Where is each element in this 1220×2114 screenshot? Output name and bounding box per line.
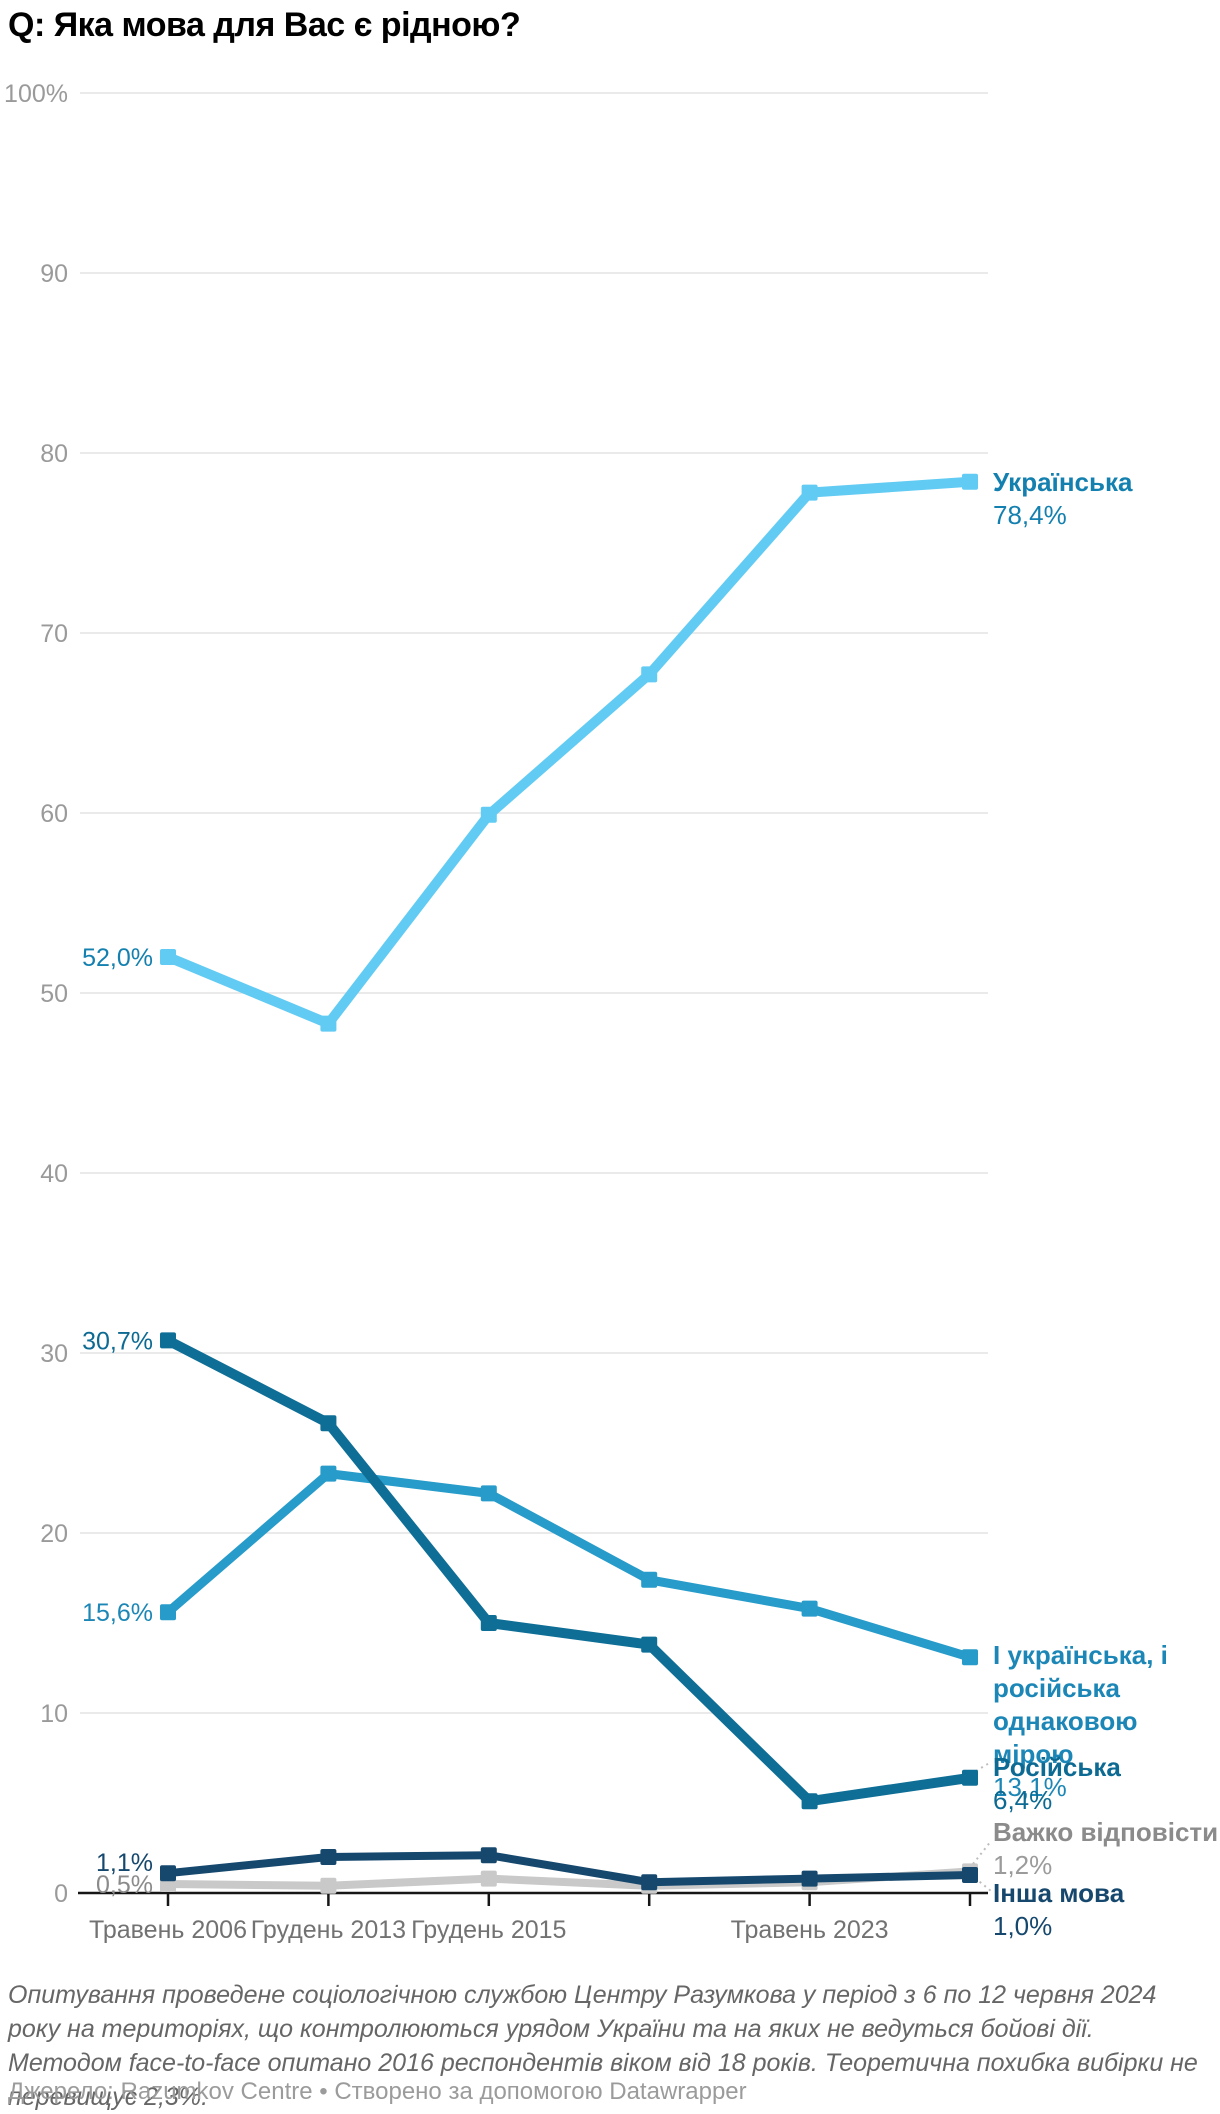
- series-name-vazhko-vidpovisty: Важко відповісти: [993, 1817, 1219, 1847]
- y-axis-tick-label: 80: [40, 440, 68, 468]
- data-point-ukrainska: [801, 484, 818, 501]
- start-value-label-vazhko-vidpovisty: 0,5%: [96, 1871, 153, 1899]
- series-name-insha-mova: Інша мова: [993, 1878, 1125, 1908]
- data-point-ukrainska: [480, 806, 497, 823]
- series-end-value-vazhko-vidpovisty: 1,2%: [993, 1850, 1053, 1880]
- chart-notes: Опитування проведене соціологічною служб…: [8, 1981, 1198, 2111]
- data-point-vazhko-vidpovisty: [320, 1877, 337, 1894]
- line-chart: 0 10 20 30 40 50 60 70 80 90 100% Травень 2006 Груде…: [4, 80, 1219, 1944]
- data-point-rosiiska: [962, 1769, 978, 1786]
- chart-source: Джерело: Razumkov Centre • Створено за д…: [8, 2078, 747, 2105]
- data-point-rosiiska: [480, 1615, 497, 1631]
- x-axis-tick-label: Травень 2023: [731, 1916, 889, 1944]
- data-point-rosiiska: [320, 1415, 337, 1432]
- y-axis-tick-label: 100%: [4, 80, 68, 108]
- series-label-i-ukrainska-i-rosiiska: І українська, і російська однаковою міро…: [993, 1639, 1219, 1804]
- start-value-label-ukrainska: 52,0%: [82, 944, 153, 972]
- data-point-insha-mova: [962, 1867, 978, 1883]
- series-label-rosiiska: Російська 6,4%: [993, 1751, 1219, 1817]
- start-value-label-insha-mova: 1,1%: [96, 1849, 153, 1877]
- data-point-insha-mova: [801, 1870, 818, 1887]
- data-point-i-ukrainska-i-rosiiska: [160, 1604, 176, 1621]
- data-point-i-ukrainska-i-rosiiska: [320, 1465, 337, 1482]
- series-end-value-i-ukrainska-i-rosiiska: 13,1%: [993, 1772, 1067, 1802]
- y-axis-tick-label: 40: [40, 1160, 68, 1188]
- data-point-insha-mova: [641, 1874, 658, 1891]
- data-point-ukrainska: [962, 473, 978, 490]
- series-end-value-insha-mova: 1,0%: [993, 1911, 1053, 1941]
- data-point-vazhko-vidpovisty: [480, 1870, 497, 1887]
- x-axis-tick-label: Грудень 2013: [251, 1916, 406, 1944]
- start-value-label-rosiiska: 30,7%: [82, 1327, 153, 1355]
- data-point-i-ukrainska-i-rosiiska: [641, 1571, 658, 1588]
- series-name-rosiiska: Російська: [993, 1752, 1121, 1782]
- series-name-i-ukrainska-i-rosiiska: І українська, і російська однаковою міро…: [993, 1640, 1168, 1769]
- data-point-i-ukrainska-i-rosiiska: [480, 1485, 497, 1502]
- y-axis-tick-label: 90: [40, 260, 68, 288]
- series-end-value-ukrainska: 78,4%: [993, 500, 1067, 530]
- data-point-rosiiska: [641, 1636, 658, 1653]
- x-axis-tick-label: Грудень 2015: [411, 1916, 566, 1944]
- y-axis-tick-label: 10: [40, 1700, 68, 1728]
- y-axis-tick-label: 70: [40, 620, 68, 648]
- series-label-insha-mova: Інша мова 1,0%: [993, 1877, 1219, 1943]
- leader-line: [972, 1840, 992, 1865]
- data-point-insha-mova: [480, 1847, 497, 1864]
- data-point-ukrainska: [641, 666, 658, 683]
- series-line-ukrainska: [163, 476, 975, 1029]
- data-point-i-ukrainska-i-rosiiska: [962, 1649, 978, 1666]
- x-axis-tick-label: Травень 2006: [89, 1916, 247, 1944]
- start-value-label-i-ukrainska-i-rosiiska: 15,6%: [82, 1599, 153, 1627]
- series-line-insha-mova: [164, 1851, 974, 1887]
- series-name-ukrainska: Українська: [993, 467, 1133, 497]
- series-end-value-rosiiska: 6,4%: [993, 1785, 1053, 1815]
- data-point-insha-mova: [320, 1849, 337, 1865]
- data-point-insha-mova: [160, 1865, 176, 1882]
- data-point-i-ukrainska-i-rosiiska: [801, 1600, 818, 1617]
- series-label-vazhko-vidpovisty: Важко відповісти 1,2%: [993, 1816, 1219, 1882]
- series-label-ukrainska: Українська 78,4%: [993, 466, 1219, 532]
- data-point-rosiiska: [801, 1793, 818, 1810]
- leader-line: [975, 1761, 992, 1772]
- y-axis-tick-label: 50: [40, 980, 68, 1008]
- series-line-rosiiska: [163, 1335, 975, 1807]
- y-axis-tick-label: 30: [40, 1340, 68, 1368]
- data-point-ukrainska: [320, 1015, 337, 1032]
- y-axis-tick-label: 60: [40, 800, 68, 828]
- data-point-ukrainska: [160, 949, 176, 965]
- data-point-rosiiska: [160, 1332, 176, 1349]
- y-axis-tick-label: 20: [40, 1520, 68, 1548]
- y-axis-tick-label: 0: [54, 1880, 68, 1908]
- chart-title: Q: Яка мова для Вас є рідною?: [8, 6, 521, 44]
- series-line-i-ukrainska-i-rosiiska: [163, 1469, 975, 1662]
